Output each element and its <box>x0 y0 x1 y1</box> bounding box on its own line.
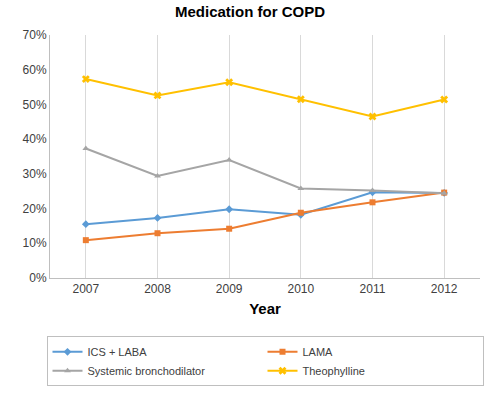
svg-text:0%: 0% <box>29 271 47 285</box>
svg-text:50%: 50% <box>23 98 47 112</box>
svg-text:2012: 2012 <box>431 282 458 296</box>
svg-text:10%: 10% <box>23 236 47 250</box>
svg-text:70%: 70% <box>23 28 47 42</box>
svg-text:2008: 2008 <box>144 282 171 296</box>
svg-text:2007: 2007 <box>72 282 99 296</box>
svg-text:30%: 30% <box>23 167 47 181</box>
svg-text:Year: Year <box>249 300 281 317</box>
svg-text:Systemic bronchodilator: Systemic bronchodilator <box>88 365 206 377</box>
svg-text:ICS + LABA: ICS + LABA <box>88 346 148 358</box>
svg-text:LAMA: LAMA <box>303 346 334 358</box>
svg-text:60%: 60% <box>23 63 47 77</box>
svg-text:Medication for COPD: Medication for COPD <box>175 3 325 20</box>
svg-text:40%: 40% <box>23 132 47 146</box>
svg-text:2009: 2009 <box>216 282 243 296</box>
svg-text:20%: 20% <box>23 202 47 216</box>
svg-text:2011: 2011 <box>360 282 386 296</box>
svg-text:2010: 2010 <box>287 282 314 296</box>
svg-text:Theophylline: Theophylline <box>303 365 365 377</box>
